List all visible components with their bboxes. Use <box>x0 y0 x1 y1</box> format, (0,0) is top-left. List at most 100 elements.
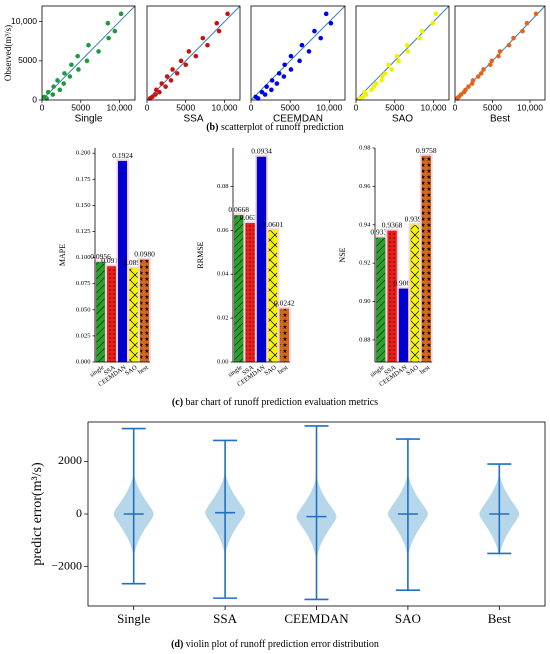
point <box>214 20 220 26</box>
x-tick-label: best <box>137 364 150 376</box>
x-tick-label: Best <box>488 611 512 626</box>
diagonal-line <box>41 5 136 101</box>
bar <box>398 288 409 363</box>
value-label: 0.0915 <box>101 256 122 265</box>
point <box>50 92 56 97</box>
plot-frame <box>41 5 136 101</box>
x-tick-label: 10,000 <box>421 102 447 112</box>
point <box>379 78 384 83</box>
x-tick-label: 5000 <box>385 102 404 112</box>
x-tick-label: best <box>277 364 290 376</box>
x-tick-label: best <box>419 364 432 376</box>
point <box>253 94 258 100</box>
point <box>497 49 503 54</box>
point <box>496 53 501 59</box>
y-axis-label: RRMSE <box>196 241 205 268</box>
caption-label: (b) <box>206 122 218 133</box>
value-label: 0.0601 <box>263 220 284 229</box>
point <box>106 35 111 41</box>
point <box>86 42 91 48</box>
value-label: 0.9399 <box>405 215 426 224</box>
x-tick-label: Single <box>117 611 150 626</box>
point <box>225 11 230 17</box>
point <box>183 62 189 68</box>
point <box>312 28 317 34</box>
y-axis-label: Observed(m³/s) <box>3 25 13 81</box>
bar <box>106 266 117 363</box>
y-axis-label: predict error(m³/s) <box>30 462 45 566</box>
point <box>178 58 184 64</box>
point <box>383 71 388 76</box>
value-label: 0.0668 <box>228 205 249 214</box>
caption: (c) bar chart of runoff prediction evalu… <box>172 397 378 408</box>
bar <box>245 223 255 363</box>
point <box>45 89 51 95</box>
caption-label: (d) <box>171 639 183 650</box>
x-tick-label: 5000 <box>71 102 90 112</box>
value-label: 0.9368 <box>382 221 403 230</box>
point <box>75 53 80 59</box>
point <box>299 42 305 48</box>
diagonal-line <box>146 5 241 101</box>
x-tick-label: 10,000 <box>316 102 342 112</box>
y-tick-label: 5000 <box>18 55 37 65</box>
y-axis-label: MAPE <box>58 244 67 266</box>
bar <box>376 237 386 363</box>
point <box>170 67 175 72</box>
y-tick-label: 0 <box>32 94 37 104</box>
x-tick-label: 0 <box>249 102 254 112</box>
point <box>470 78 476 83</box>
point <box>164 74 170 79</box>
bar <box>421 155 431 363</box>
x-tick-label: 0 <box>145 102 150 112</box>
plot-frame <box>250 5 346 101</box>
y-tick-label: 0.02 <box>217 315 228 322</box>
point <box>430 20 436 26</box>
point <box>159 81 165 86</box>
point <box>42 94 47 100</box>
point <box>318 35 324 41</box>
value-label: 0.9066 <box>393 279 414 288</box>
value-label: 0.1924 <box>112 151 133 160</box>
point <box>153 92 158 97</box>
point <box>306 49 312 54</box>
x-axis-label: SSA <box>183 114 203 125</box>
y-tick-label: 0.075 <box>76 280 91 287</box>
point <box>61 81 66 86</box>
point <box>168 78 174 83</box>
y-tick-label: 0.175 <box>76 176 91 183</box>
point <box>69 62 74 68</box>
point <box>200 35 206 41</box>
point <box>205 42 210 48</box>
y-tick-label: 0.92 <box>359 260 370 267</box>
point <box>264 84 269 89</box>
x-axis-label: CEEMDAN <box>273 114 323 125</box>
point <box>389 67 394 72</box>
value-label: 0.0956 <box>90 252 111 261</box>
caption-text: violin plot of runoff prediction error d… <box>186 639 379 650</box>
point <box>478 71 484 76</box>
point <box>105 20 111 26</box>
bar <box>410 224 420 363</box>
point <box>524 20 530 26</box>
caption: (d) violin plot of runoff prediction err… <box>171 639 379 650</box>
point <box>520 28 525 34</box>
point <box>323 11 329 17</box>
bar <box>256 156 267 363</box>
y-tick-label: 0 <box>76 506 82 520</box>
y-tick-label: 0.94 <box>359 221 371 228</box>
y-tick-label: 0.00 <box>217 358 228 365</box>
value-label: 0.0980 <box>134 249 155 258</box>
x-tick-label: SAO <box>395 611 421 626</box>
value-label: 0.9758 <box>416 146 437 155</box>
bar <box>279 308 289 363</box>
point <box>386 62 391 68</box>
x-tick-label: 10,000 <box>517 102 543 112</box>
y-tick-label: 0.08 <box>217 183 228 190</box>
point <box>51 84 56 89</box>
plot-frame <box>454 5 546 101</box>
point <box>154 87 159 93</box>
x-tick-label: 10,000 <box>212 102 238 112</box>
y-tick-label: 0.050 <box>76 306 91 313</box>
y-tick-label: 0.000 <box>76 358 91 365</box>
